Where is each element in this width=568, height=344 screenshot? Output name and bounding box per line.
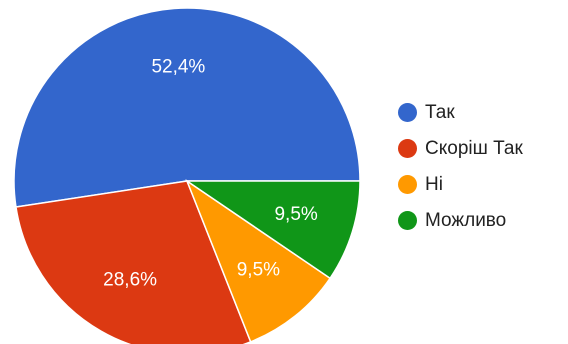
pie-slice-ni[interactable]: [185, 179, 332, 343]
legend-swatch-mozhlyvo: [398, 211, 417, 230]
slice-label-ni: 9,5%: [237, 260, 280, 281]
pie-slice-tak[interactable]: [13, 7, 361, 208]
legend-label-mozhlyvo: Можливо: [425, 209, 507, 231]
legend-swatch-ni: [398, 175, 417, 194]
legend-item-mozhlyvo[interactable]: Можливо: [398, 208, 523, 233]
slice-label-skorish-tak: 28,6%: [103, 270, 157, 291]
legend-label-ni: Ні: [425, 173, 443, 195]
pie-slice-mozhlyvo[interactable]: [184, 180, 361, 280]
legend-item-skorish-tak[interactable]: Скоріш Так: [398, 136, 523, 161]
legend-item-ni[interactable]: Ні: [398, 172, 523, 197]
legend-label-skorish-tak: Скоріш Так: [425, 137, 523, 159]
legend-item-tak[interactable]: Так: [398, 100, 523, 125]
slice-label-mozhlyvo: 9,5%: [274, 204, 317, 225]
chart-legend: Так Скоріш Так Ні Можливо: [398, 100, 523, 244]
pie-slice-skorish-tak[interactable]: [15, 180, 252, 344]
legend-swatch-skorish-tak: [398, 139, 417, 158]
slice-label-tak: 52,4%: [151, 57, 205, 78]
legend-swatch-tak: [398, 103, 417, 122]
legend-label-tak: Так: [425, 101, 455, 123]
